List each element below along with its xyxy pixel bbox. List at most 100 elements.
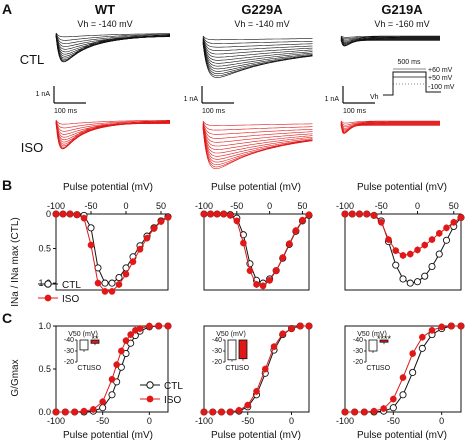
data-point-iso: [341, 210, 349, 218]
data-point-iso: [226, 408, 234, 416]
legend-b: CTL ISO: [38, 280, 81, 305]
current-trace: [340, 36, 440, 42]
current-trace: [202, 37, 313, 52]
data-point-ctl: [418, 344, 426, 352]
data-point-iso: [164, 214, 172, 221]
current-trace: [340, 35, 440, 38]
data-point-iso: [233, 217, 241, 225]
data-point-iso: [438, 323, 445, 331]
inset-x-label: ISO: [89, 365, 102, 372]
legend-c: CTL ISO: [140, 381, 183, 406]
x-tick-label: -50: [96, 416, 109, 426]
data-point-iso: [52, 408, 60, 416]
data-point-ctl: [389, 404, 397, 412]
current-trace: [55, 123, 170, 150]
column-title-wt: WT: [95, 2, 115, 17]
data-point-iso: [127, 331, 134, 338]
current-trace: [340, 121, 440, 128]
inset-bar-iso: [238, 339, 248, 360]
inset-y-tick-label: -40: [212, 337, 222, 344]
current-trace: [202, 123, 313, 143]
current-trace: [55, 122, 171, 147]
data-point-ctl: [409, 368, 417, 376]
data-point-iso: [235, 406, 243, 414]
data-point-iso: [428, 327, 436, 334]
data-point-iso: [286, 240, 293, 248]
inset-significance: **: [91, 334, 99, 344]
current-trace: [202, 123, 313, 147]
data-point-iso: [457, 322, 465, 330]
data-point-iso: [150, 225, 158, 232]
legend-c-iso-marker: [146, 395, 154, 403]
plot-frame: [203, 325, 310, 413]
data-point-ctl: [399, 275, 407, 283]
data-point-ctl: [421, 272, 429, 280]
current-trace: [340, 37, 440, 43]
inset-y-tick-label: -30: [64, 348, 74, 355]
data-point-iso: [226, 212, 234, 219]
x-tick-label: -100: [336, 416, 354, 426]
protocol-v-top: +60 mV: [428, 67, 453, 74]
scale-time-wt: 100 ms: [54, 108, 77, 115]
current-trace: [340, 40, 440, 47]
data-point-iso: [370, 407, 378, 415]
data-point-iso: [341, 408, 349, 416]
current-trace: [202, 40, 313, 67]
data-point-iso: [136, 325, 144, 332]
x-axis-label-c-wt: Pulse potential (mV): [63, 430, 153, 441]
data-point-iso: [101, 288, 109, 295]
data-point-iso: [94, 279, 102, 287]
current-trace: [202, 120, 313, 126]
data-point-iso: [220, 210, 227, 218]
data-point-iso: [129, 258, 137, 265]
data-point-iso: [122, 337, 130, 344]
scale-current-g219a: 1 nA: [325, 96, 340, 103]
traces-g229a-iso: [202, 120, 313, 170]
traces-g229a-ctl: [202, 35, 313, 78]
data-point-iso: [380, 405, 387, 412]
y-tick-label: 0.5: [38, 364, 51, 374]
inset-title: V50 (mV): [68, 331, 98, 338]
data-point-iso: [143, 234, 151, 242]
current-trace: [202, 37, 313, 48]
data-point-ctl: [392, 261, 400, 269]
y-tick-label: 0.0: [38, 407, 51, 417]
data-point-ctl: [413, 278, 422, 286]
current-trace: [202, 122, 313, 135]
current-trace: [202, 41, 313, 70]
current-trace: [55, 122, 170, 148]
y-axis-label-b: INa / INa max (CTL): [10, 217, 21, 306]
data-point-iso: [428, 236, 436, 243]
data-point-iso: [122, 270, 130, 278]
x-tick-label: -100: [47, 201, 65, 211]
data-point-iso: [253, 281, 260, 288]
data-point-ctl: [442, 236, 451, 244]
inset-x-label: ISO: [378, 365, 391, 372]
data-point-iso: [71, 408, 78, 416]
x-tick-label: 0: [289, 416, 294, 426]
data-point-iso: [240, 239, 247, 247]
data-point-iso: [351, 408, 358, 416]
inset-y-tick-label: -30: [212, 348, 222, 355]
x-axis-label-b-g219a: Pulse potential (mV): [357, 182, 447, 193]
data-point-iso: [200, 210, 208, 218]
data-point-iso: [377, 218, 385, 226]
current-trace: [55, 32, 170, 38]
column-title-g229a: G229A: [241, 2, 283, 17]
y-tick-label: 1.0: [38, 321, 51, 331]
data-point-iso: [261, 365, 269, 373]
x-tick-label: 50: [297, 201, 307, 211]
legend-c-ctl-marker: [146, 381, 154, 389]
current-trace: [202, 43, 313, 77]
inset-title: V50 (mV): [357, 331, 387, 338]
x-tick-label: 50: [449, 201, 459, 211]
inset-title: V50 (mV): [216, 331, 246, 338]
data-point-iso: [90, 406, 97, 413]
data-point-iso: [73, 211, 81, 218]
current-trace: [55, 33, 171, 44]
current-trace: [55, 35, 170, 57]
data-point-iso: [259, 282, 267, 290]
